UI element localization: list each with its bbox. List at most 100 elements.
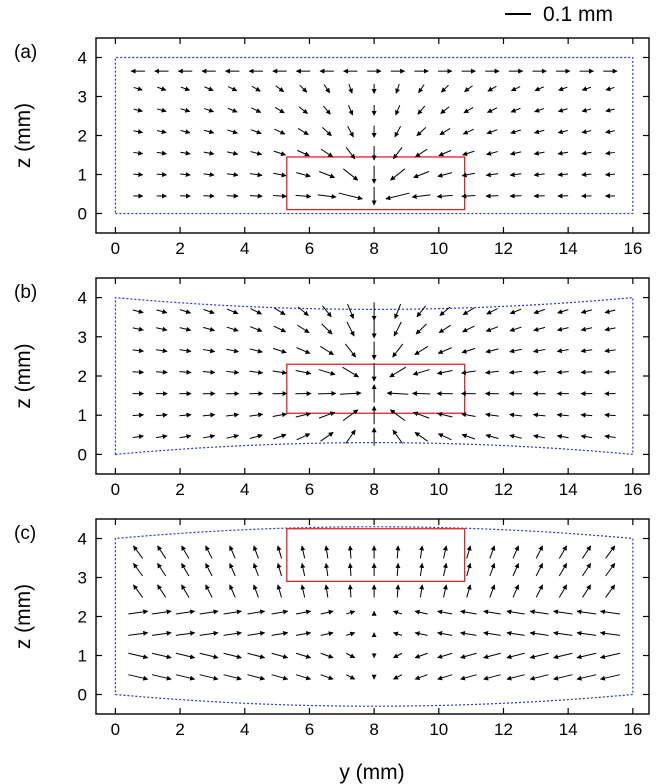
vector-arrow xyxy=(436,370,453,376)
vector-arrow xyxy=(419,584,425,598)
vector-arrow xyxy=(223,630,242,636)
boundary-outline xyxy=(114,296,634,456)
vector-arrow xyxy=(416,127,427,137)
vector-arrow xyxy=(605,129,615,135)
vector-arrow xyxy=(321,323,333,335)
x-tick-label: 2 xyxy=(175,720,184,739)
vector-arrow xyxy=(535,562,544,577)
vector-arrow xyxy=(346,610,356,615)
vector-arrow xyxy=(604,369,616,375)
vector-arrow xyxy=(557,129,568,135)
vector-arrow xyxy=(485,369,499,375)
vector-arrow xyxy=(295,652,312,659)
vector-arrow xyxy=(604,434,616,440)
vector-arrow xyxy=(411,391,431,397)
vector-arrow xyxy=(181,584,190,598)
y-tick-label: 3 xyxy=(78,569,87,588)
vector-arrow xyxy=(151,674,172,681)
vector-arrow xyxy=(128,630,149,636)
vector-arrow xyxy=(320,345,334,356)
vector-arrow xyxy=(392,429,403,444)
boundary-outline xyxy=(114,526,634,707)
vector-arrow xyxy=(133,86,143,92)
vector-arrow xyxy=(300,562,306,577)
vector-arrow xyxy=(509,172,522,178)
vector-arrow xyxy=(339,390,362,396)
vector-arrow xyxy=(272,370,288,375)
x-tick-label: 14 xyxy=(559,720,578,739)
vector-arrow xyxy=(466,584,472,598)
scale-bar-label: 0.1 mm xyxy=(543,3,613,26)
vector-arrow xyxy=(395,105,401,116)
vector-arrow xyxy=(440,106,450,114)
vector-arrow xyxy=(413,171,430,179)
vector-arrow xyxy=(227,107,238,113)
vector-arrow xyxy=(392,147,403,160)
vector-arrow xyxy=(487,85,497,92)
vector-arrow xyxy=(508,369,523,375)
vector-arrow xyxy=(510,129,521,135)
vector-arrow xyxy=(156,434,168,440)
vector-arrow xyxy=(274,128,286,135)
vector-arrow xyxy=(227,86,238,92)
vector-arrow xyxy=(318,391,337,397)
vector-arrow xyxy=(175,674,196,681)
vector-arrow xyxy=(553,652,573,660)
panel-label: (c) xyxy=(14,523,36,544)
vector-arrow xyxy=(202,434,216,439)
vector-arrow xyxy=(247,652,266,660)
vector-arrow xyxy=(580,434,593,440)
vector-arrow xyxy=(392,631,403,637)
plot-frame xyxy=(95,37,650,234)
vector-arrow xyxy=(180,150,191,156)
vector-arrow xyxy=(342,366,359,378)
vector-arrow xyxy=(392,652,403,659)
vector-arrow xyxy=(557,172,569,178)
x-tick-label: 0 xyxy=(111,480,120,499)
vector-arrow xyxy=(533,308,545,315)
vector-arrow xyxy=(297,324,310,334)
vector-arrow xyxy=(392,343,404,358)
vector-arrow xyxy=(157,86,167,92)
vector-arrow xyxy=(276,545,283,559)
y-tick-label: 4 xyxy=(78,289,87,308)
x-tick-label: 2 xyxy=(175,480,184,499)
vector-arrow xyxy=(581,150,592,156)
vector-arrow xyxy=(250,172,263,178)
vector-arrow xyxy=(582,545,592,559)
vector-arrow xyxy=(437,172,453,178)
vector-arrow xyxy=(179,412,192,418)
x-tick-label: 16 xyxy=(623,720,642,739)
vector-arrow xyxy=(386,390,409,396)
vector-arrow xyxy=(461,172,476,178)
vector-arrow xyxy=(556,369,569,375)
vector-arrow xyxy=(533,326,546,332)
vector-arrow xyxy=(411,194,431,200)
vector-arrow xyxy=(604,412,616,418)
vector-arrow xyxy=(558,562,568,577)
vector-arrow xyxy=(509,150,522,156)
vector-arrow xyxy=(556,412,569,418)
vector-arrow xyxy=(199,674,219,681)
vector-arrow xyxy=(460,609,477,615)
vector-arrow xyxy=(510,107,521,113)
vector-arrow xyxy=(132,309,144,314)
vector-arrow xyxy=(529,609,549,615)
vector-arrow xyxy=(436,193,453,199)
vector-arrow xyxy=(271,674,289,681)
vector-arrow xyxy=(181,562,190,577)
vector-arrow xyxy=(345,429,356,444)
vector-arrow xyxy=(486,107,498,113)
vector-arrow xyxy=(347,545,353,559)
x-tick-label: 4 xyxy=(240,720,249,739)
vector-arrow xyxy=(345,147,356,160)
scale-bar: 0.1 mm xyxy=(505,3,613,26)
vector-arrow xyxy=(179,309,192,315)
vector-arrow xyxy=(180,107,191,113)
vector-arrow xyxy=(395,562,401,577)
vector-arrow xyxy=(506,652,525,660)
vector-arrow xyxy=(442,545,448,559)
vector-arrow xyxy=(509,326,522,332)
vector-arrow xyxy=(576,652,597,660)
